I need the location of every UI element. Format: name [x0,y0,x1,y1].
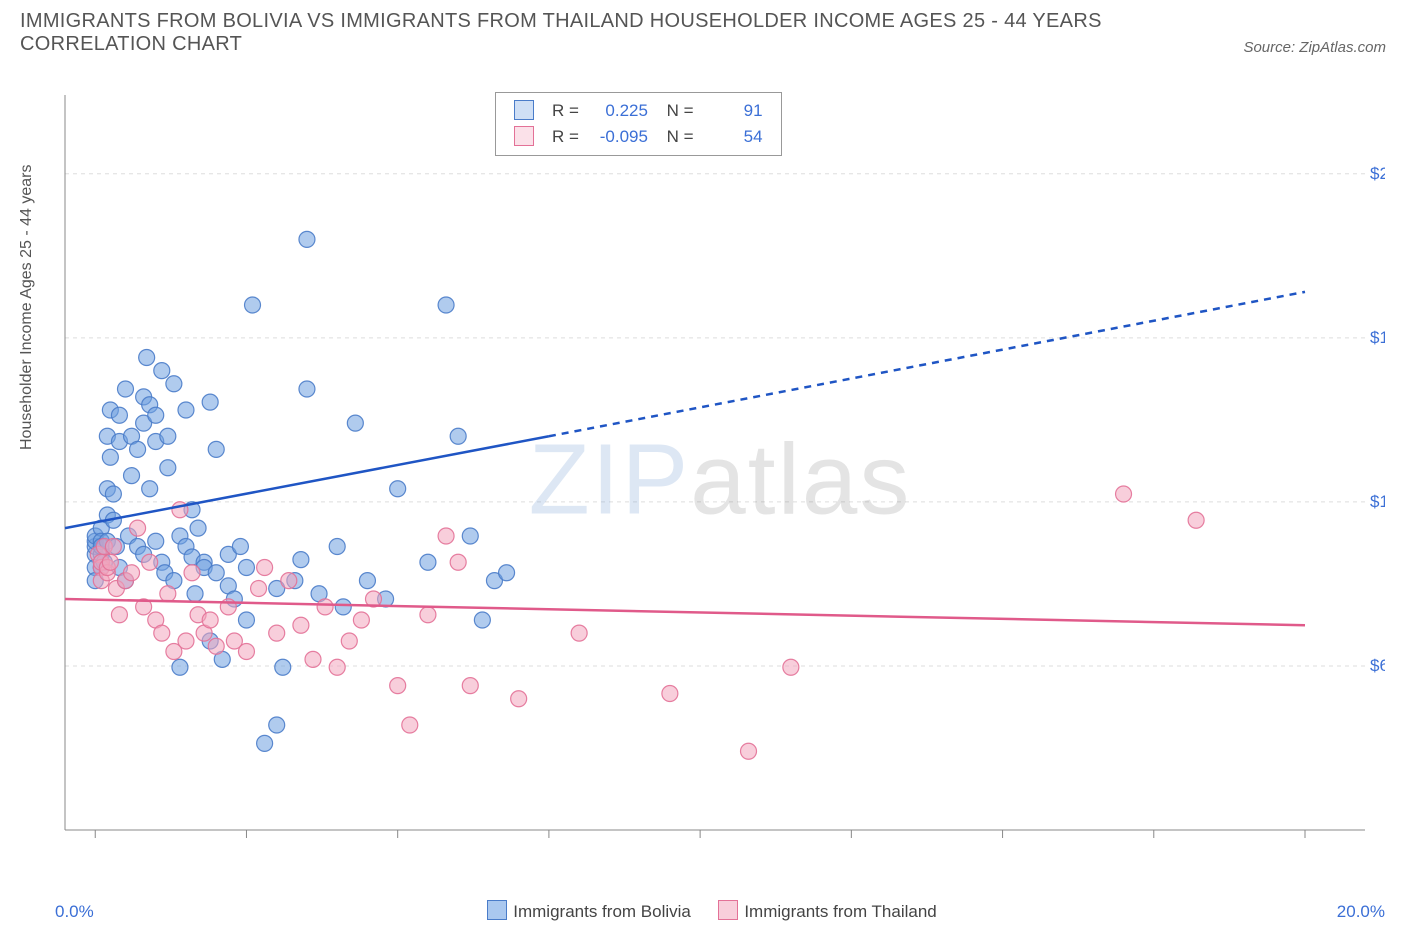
svg-text:$62,500: $62,500 [1370,656,1385,675]
x-axis-max: 20.0% [1337,902,1385,922]
correlation-legend-box: R =0.225 N =91R =-0.095 N =54 [495,92,782,156]
scatter-plot-svg: $62,500 $125,000 $187,500 $250,000 [55,90,1385,870]
source-label: Source: ZipAtlas.com [1243,39,1386,56]
svg-text:$187,500: $187,500 [1370,328,1385,347]
svg-text:$250,000: $250,000 [1370,164,1385,183]
x-axis-min: 0.0% [55,902,94,922]
chart-area: $62,500$125,000$187,500$250,000 ZIPatlas… [55,90,1385,870]
y-axis-label: Householder Income Ages 25 - 44 years [18,165,36,451]
x-axis-range: 0.0% 20.0% [55,902,1385,922]
svg-text:$125,000: $125,000 [1370,492,1385,511]
chart-title: IMMIGRANTS FROM BOLIVIA VS IMMIGRANTS FR… [20,10,1120,56]
